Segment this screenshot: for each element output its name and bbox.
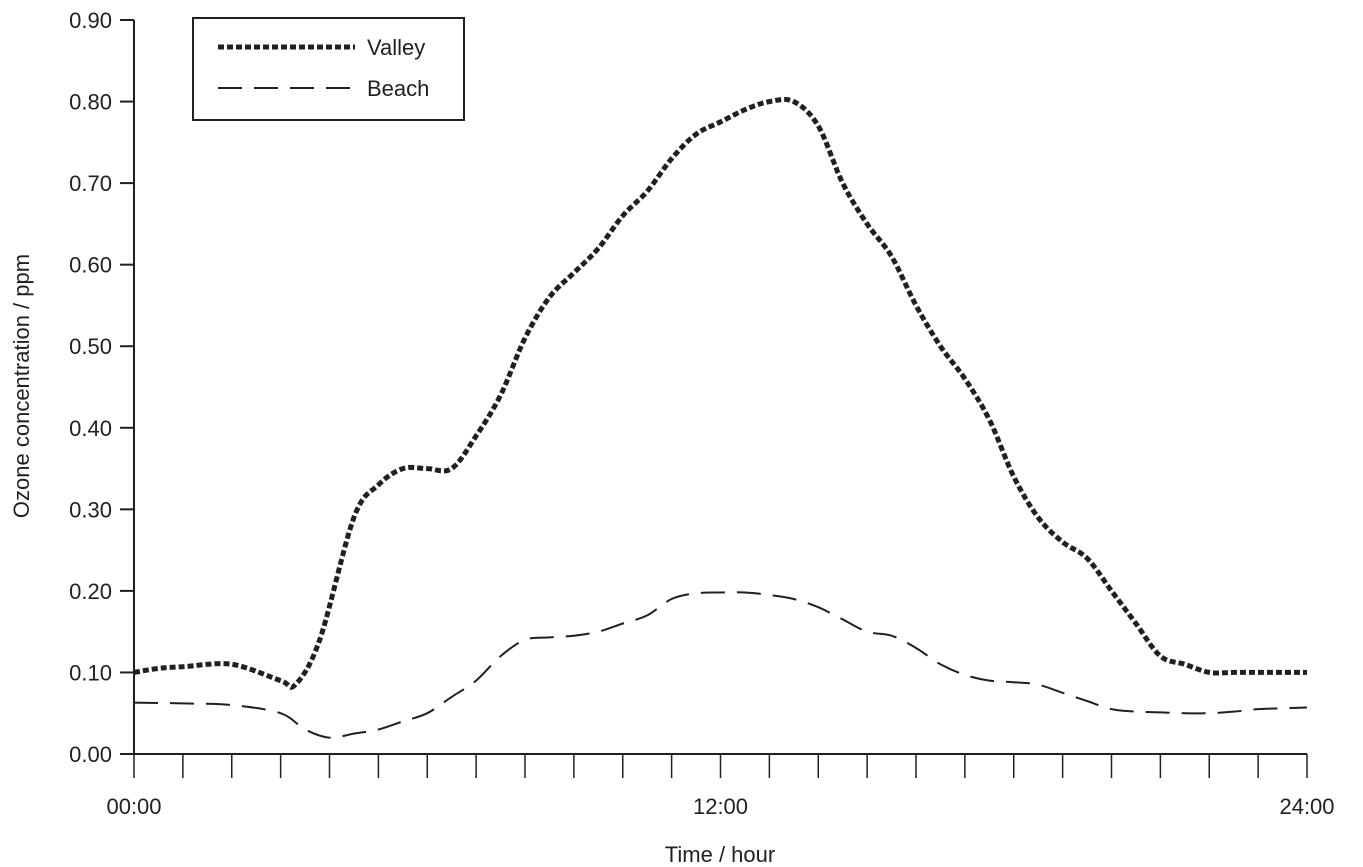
legend: Valley Beach bbox=[192, 17, 465, 121]
legend-label-beach: Beach bbox=[367, 76, 429, 101]
x-tick-label: 12:00 bbox=[693, 794, 748, 819]
legend-label-valley: Valley bbox=[367, 35, 425, 60]
y-tick-label: 0.60 bbox=[69, 253, 112, 278]
y-tick-label: 0.20 bbox=[69, 579, 112, 604]
y-tick-label: 0.10 bbox=[69, 660, 112, 685]
axes: 0.00 0.10 0.20 0.30 0.40 0.50 0.60 0.70 0.80 0.90… bbox=[69, 8, 1334, 819]
y-tick-label: 0.30 bbox=[69, 497, 112, 522]
plot-lines bbox=[133, 96, 1308, 739]
legend-box bbox=[192, 17, 465, 121]
x-tick-label: 24:00 bbox=[1279, 794, 1334, 819]
y-tick-label: 0.80 bbox=[69, 90, 112, 115]
y-axis-title: Ozone concentration / ppm bbox=[9, 254, 34, 518]
y-tick-label: 0.70 bbox=[69, 171, 112, 196]
y-tick-label: 0.50 bbox=[69, 334, 112, 359]
x-axis-title: Time / hour bbox=[665, 842, 775, 867]
y-tick-label: 0.40 bbox=[69, 416, 112, 441]
series-line-valley bbox=[133, 96, 1307, 690]
y-tick-label: 0.00 bbox=[69, 742, 112, 767]
series-line-beach bbox=[133, 591, 1308, 739]
y-tick-label: 0.90 bbox=[69, 8, 112, 33]
x-tick-label: 00:00 bbox=[106, 794, 161, 819]
